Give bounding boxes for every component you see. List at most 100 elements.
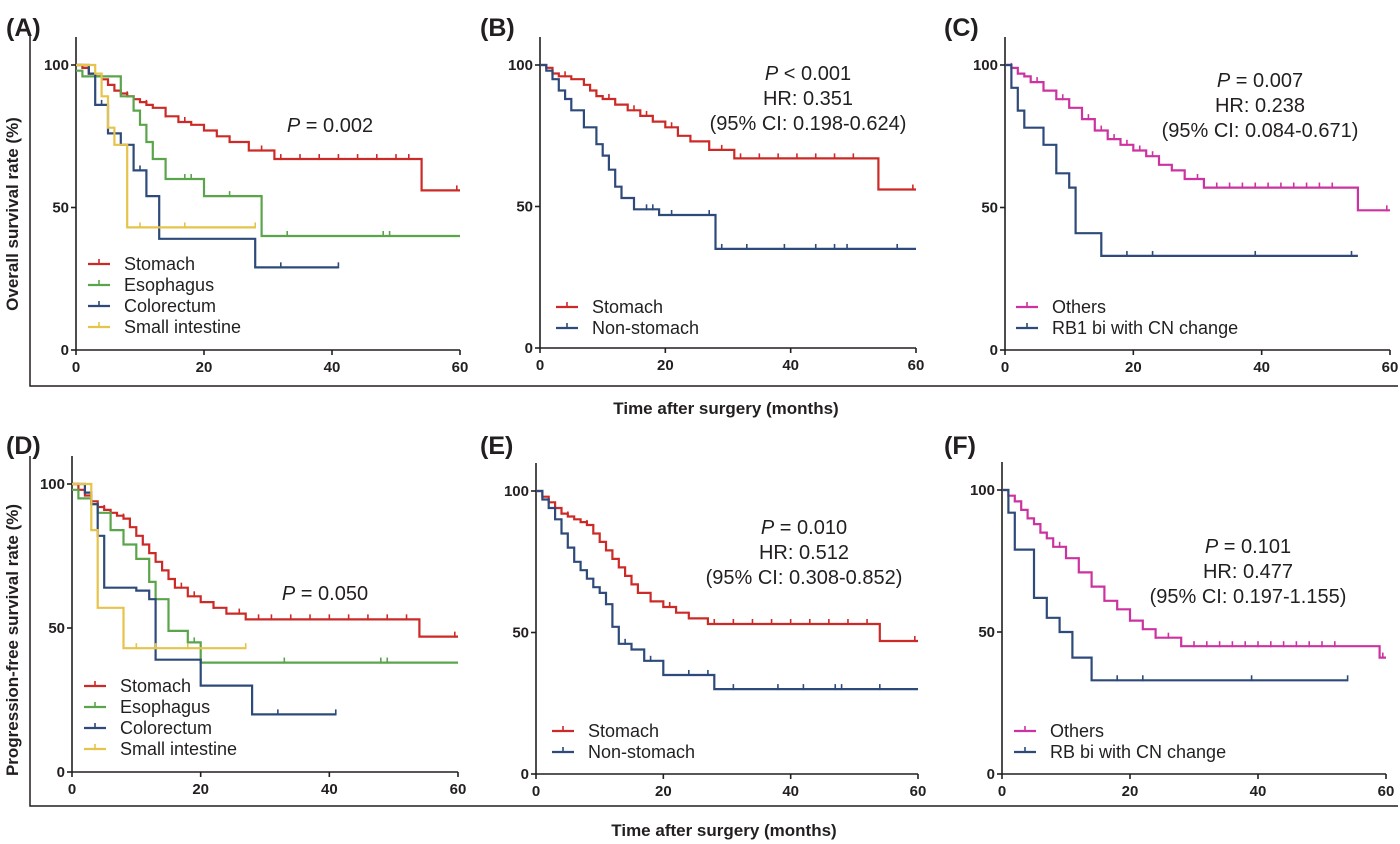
y-tick-label: 0 [61, 342, 69, 359]
x-tick-label: 60 [910, 783, 927, 800]
km-curve-stomach [540, 63, 916, 191]
legend-label: Colorectum [120, 718, 212, 738]
km-curve-stomach [72, 482, 458, 638]
legend-label: RB bi with CN change [1050, 742, 1226, 762]
km-curve-stomach [536, 489, 918, 643]
km-curve-stomach [76, 63, 460, 192]
x-tick-label: 20 [192, 781, 209, 798]
x-tick-label: 20 [655, 783, 672, 800]
km-curve-rb-bi-with-cn-change [1002, 488, 1348, 682]
panel-letter: (C) [944, 14, 979, 42]
y-tick-label: 0 [57, 764, 65, 781]
y-tick-label: 100 [504, 483, 529, 500]
bottom-row-y-axis-label: Progression-free survival rate (%) [3, 504, 22, 776]
km-panel: (D) 0 50 100 0 20 40 60 P = 0.050 StomachEsophagu… [6, 432, 466, 798]
p-value: < 0.001 [778, 63, 851, 85]
x-tick-label: 0 [532, 783, 540, 800]
km-panel: (B) 0 50 100 0 20 40 60 P < 0.001 HR: 0.351 (95% C… [480, 14, 924, 374]
confidence-interval-text: (95% CI: 0.308-0.852) [706, 567, 903, 589]
top-row-frame [29, 36, 1398, 387]
legend-label: RB1 bi with CN change [1052, 318, 1238, 338]
p-value-text: P = 0.007 [1217, 70, 1303, 92]
y-tick-label: 100 [40, 476, 65, 493]
top-row-y-axis-label: Overall survival rate (%) [3, 117, 22, 311]
km-curve-rb1-bi-with-cn-change [1005, 63, 1358, 257]
hazard-ratio-text: HR: 0.512 [759, 542, 849, 564]
legend-label: Stomach [124, 254, 195, 274]
y-tick-label: 100 [973, 57, 998, 74]
x-tick-label: 20 [1122, 783, 1139, 800]
y-tick-label: 100 [44, 57, 69, 74]
top-row-x-axis-label: Time after surgery (months) [613, 399, 838, 418]
x-tick-label: 20 [657, 357, 674, 374]
x-tick-label: 0 [68, 781, 76, 798]
km-panel: (C) 0 50 100 0 20 40 60 P = 0.007 HR: 0.238 (95% C… [944, 14, 1398, 376]
panel-letter: (B) [480, 14, 515, 42]
x-tick-label: 40 [1250, 783, 1267, 800]
y-tick-label: 50 [52, 200, 69, 217]
x-tick-label: 40 [782, 783, 799, 800]
confidence-interval-text: (95% CI: 0.198-0.624) [710, 113, 907, 135]
y-tick-label: 100 [508, 57, 533, 74]
panel-letter: (D) [6, 432, 41, 460]
p-value: = 0.050 [295, 583, 368, 605]
x-tick-label: 20 [196, 359, 213, 376]
legend-label: Esophagus [120, 697, 210, 717]
p-value: = 0.101 [1218, 536, 1291, 558]
x-tick-label: 40 [324, 359, 341, 376]
x-tick-label: 20 [1125, 359, 1142, 376]
p-value-text: P = 0.002 [287, 115, 373, 137]
legend-label: Small intestine [120, 739, 237, 759]
p-symbol: P [765, 63, 779, 85]
p-value-text: P < 0.001 [765, 63, 851, 85]
legend-label: Stomach [120, 676, 191, 696]
p-symbol: P [287, 115, 301, 137]
km-panel: (F) 0 50 100 0 20 40 60 P = 0.101 HR: 0.477 (95% C… [944, 432, 1394, 800]
legend-label: Colorectum [124, 296, 216, 316]
x-tick-label: 0 [998, 783, 1006, 800]
hazard-ratio-text: HR: 0.238 [1215, 95, 1305, 117]
p-symbol: P [1205, 536, 1219, 558]
y-tick-label: 50 [48, 620, 65, 637]
hazard-ratio-text: HR: 0.477 [1203, 561, 1293, 583]
x-tick-label: 40 [782, 357, 799, 374]
x-tick-label: 60 [908, 357, 925, 374]
y-tick-label: 0 [990, 342, 998, 359]
bottom-row-frame [29, 456, 1398, 807]
x-tick-label: 60 [450, 781, 467, 798]
x-tick-label: 40 [1253, 359, 1270, 376]
x-tick-label: 60 [452, 359, 469, 376]
x-tick-label: 60 [1378, 783, 1395, 800]
p-value: = 0.002 [300, 115, 373, 137]
x-tick-label: 40 [321, 781, 338, 798]
legend-label: Esophagus [124, 275, 214, 295]
y-tick-label: 0 [987, 766, 995, 783]
legend-label: Others [1050, 721, 1104, 741]
km-panel: (E) 0 50 100 0 20 40 60 P = 0.010 HR: 0.512 (95% C… [480, 432, 926, 800]
p-value-text: P = 0.010 [761, 517, 847, 539]
p-symbol: P [1217, 70, 1231, 92]
km-curve-small-intestine [76, 63, 256, 229]
legend-label: Stomach [592, 297, 663, 317]
y-tick-label: 0 [521, 766, 529, 783]
km-curve-others [1002, 488, 1386, 659]
km-curve-non-stomach [540, 63, 916, 250]
p-symbol: P [282, 583, 296, 605]
km-curve-esophagus [76, 69, 460, 238]
y-tick-label: 50 [512, 625, 529, 642]
legend-label: Small intestine [124, 317, 241, 337]
confidence-interval-text: (95% CI: 0.084-0.671) [1162, 120, 1359, 142]
p-value-text: P = 0.101 [1205, 536, 1291, 558]
hazard-ratio-text: HR: 0.351 [763, 88, 853, 110]
y-tick-label: 0 [525, 340, 533, 357]
p-symbol: P [761, 517, 775, 539]
panel-letter: (F) [944, 432, 976, 460]
legend-label: Non-stomach [592, 318, 699, 338]
x-tick-label: 0 [536, 357, 544, 374]
legend-label: Stomach [588, 721, 659, 741]
y-tick-label: 50 [981, 200, 998, 217]
km-curve-small-intestine [72, 482, 246, 650]
bottom-row-x-axis-label: Time after surgery (months) [611, 821, 836, 840]
